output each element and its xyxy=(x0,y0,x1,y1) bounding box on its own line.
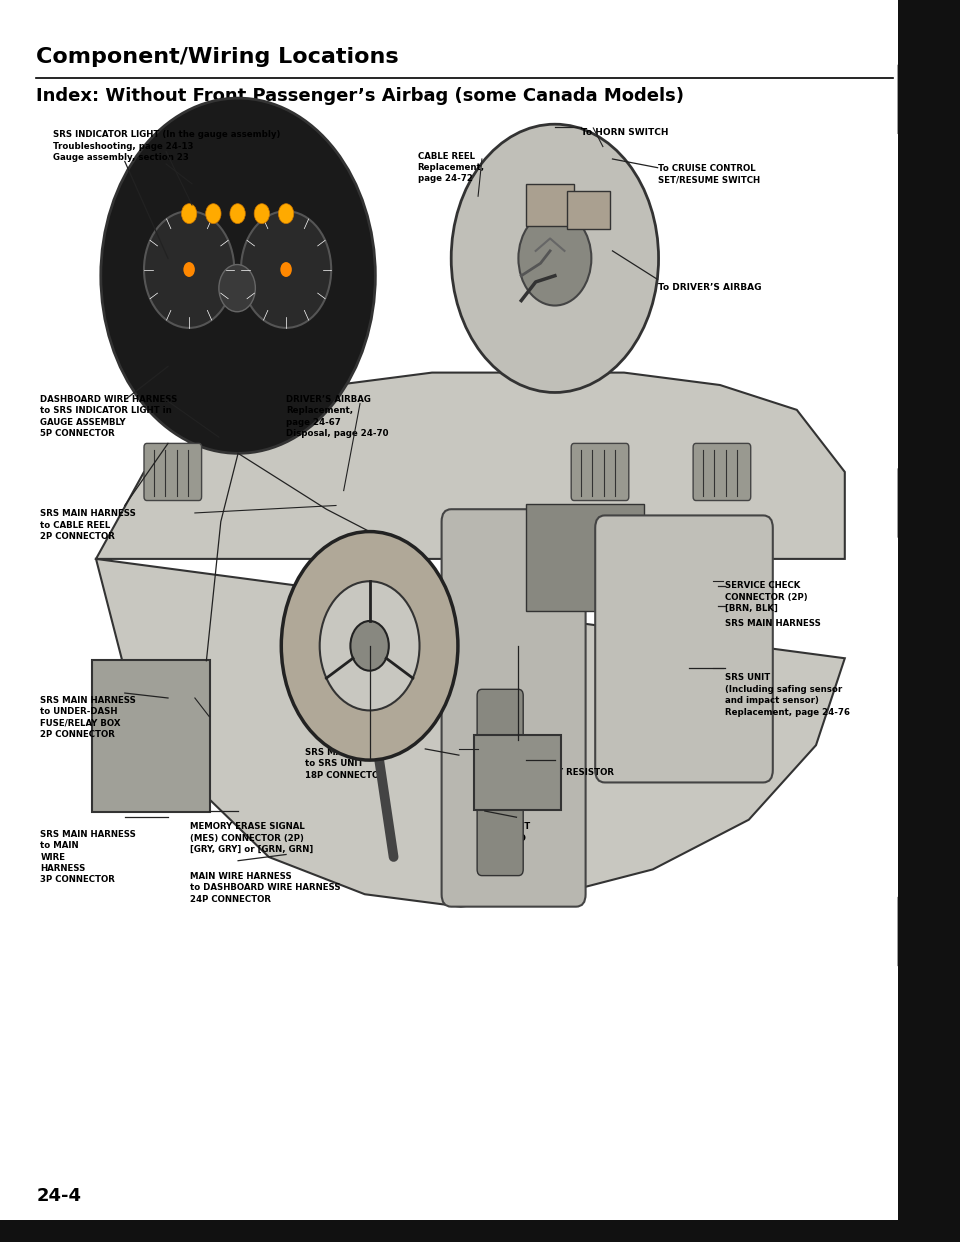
Text: MAIN WIRE HARNESS
to DASHBOARD WIRE HARNESS
24P CONNECTOR: MAIN WIRE HARNESS to DASHBOARD WIRE HARN… xyxy=(190,872,341,904)
Text: DRIVER’S AIRBAG
Replacement,
page 24-67
Disposal, page 24-70: DRIVER’S AIRBAG Replacement, page 24-67 … xyxy=(286,395,389,438)
Text: carmanualsonline.info: carmanualsonline.info xyxy=(672,1223,780,1233)
Circle shape xyxy=(320,581,420,710)
Polygon shape xyxy=(898,897,960,966)
FancyBboxPatch shape xyxy=(92,660,210,812)
Circle shape xyxy=(219,265,255,312)
Text: SRS INDICATOR LIGHT (In the gauge assembly)
Troubleshooting, page 24-13
Gauge as: SRS INDICATOR LIGHT (In the gauge assemb… xyxy=(53,130,280,163)
Text: To CRUISE CONTROL
SET/RESUME SWITCH: To CRUISE CONTROL SET/RESUME SWITCH xyxy=(658,164,759,184)
Circle shape xyxy=(144,211,234,328)
FancyBboxPatch shape xyxy=(526,184,574,226)
Circle shape xyxy=(241,211,331,328)
Text: DASHBOARD WIRE HARNESS
to SRS INDICATOR LIGHT in
GAUGE ASSEMBLY
5P CONNECTOR: DASHBOARD WIRE HARNESS to SRS INDICATOR … xyxy=(40,395,178,438)
Text: To HORN SWITCH: To HORN SWITCH xyxy=(581,128,668,137)
Text: Index: Without Front Passenger’s Airbag (some Canada Models): Index: Without Front Passenger’s Airbag … xyxy=(36,87,684,104)
FancyBboxPatch shape xyxy=(477,689,523,876)
Text: To DRIVER’S AIRBAG: To DRIVER’S AIRBAG xyxy=(658,283,761,292)
Circle shape xyxy=(518,211,591,306)
Text: SRS MAIN HARNESS
to SRS UNIT
18P CONNECTOR: SRS MAIN HARNESS to SRS UNIT 18P CONNECT… xyxy=(305,748,401,780)
Text: CABLE REEL
Replacement,
page 24-72: CABLE REEL Replacement, page 24-72 xyxy=(418,152,485,184)
FancyBboxPatch shape xyxy=(571,443,629,501)
Circle shape xyxy=(205,204,221,224)
Text: SRS MAIN HARNESS
to UNDER-DASH
FUSE/RELAY BOX
2P CONNECTOR: SRS MAIN HARNESS to UNDER-DASH FUSE/RELA… xyxy=(40,696,136,739)
Polygon shape xyxy=(898,65,960,134)
Text: SRS UNIT
(Including safing sensor
and impact sensor)
Replacement, page 24-76: SRS UNIT (Including safing sensor and im… xyxy=(725,673,850,717)
Circle shape xyxy=(350,621,389,671)
Circle shape xyxy=(101,98,375,453)
Text: MEMORY ERASE SIGNAL
(MES) CONNECTOR (2P)
[GRY, GRY] or [GRN, GRN]: MEMORY ERASE SIGNAL (MES) CONNECTOR (2P)… xyxy=(190,822,313,854)
Circle shape xyxy=(281,532,458,760)
Text: SRS MAIN HARNESS
to CABLE REEL
2P CONNECTOR: SRS MAIN HARNESS to CABLE REEL 2P CONNEC… xyxy=(40,509,136,542)
Circle shape xyxy=(280,262,292,277)
Polygon shape xyxy=(898,468,960,538)
FancyBboxPatch shape xyxy=(442,509,586,907)
FancyBboxPatch shape xyxy=(693,443,751,501)
Text: Component/Wiring Locations: Component/Wiring Locations xyxy=(36,47,399,67)
FancyBboxPatch shape xyxy=(0,1220,960,1242)
FancyBboxPatch shape xyxy=(567,191,610,229)
Circle shape xyxy=(183,262,195,277)
FancyBboxPatch shape xyxy=(144,443,202,501)
FancyBboxPatch shape xyxy=(526,504,644,611)
Circle shape xyxy=(181,204,197,224)
Circle shape xyxy=(278,204,294,224)
FancyBboxPatch shape xyxy=(898,0,960,1242)
Text: SRS UNIT
GROUND: SRS UNIT GROUND xyxy=(485,822,530,842)
Text: SRS MAIN HARNESS
to MAIN
WIRE
HARNESS
3P CONNECTOR: SRS MAIN HARNESS to MAIN WIRE HARNESS 3P… xyxy=(40,830,136,884)
Circle shape xyxy=(229,204,246,224)
FancyBboxPatch shape xyxy=(474,735,561,810)
Text: SRS MAIN HARNESS: SRS MAIN HARNESS xyxy=(725,619,821,627)
Circle shape xyxy=(451,124,659,392)
Text: SERVICE CHECK
CONNECTOR (2P)
[BRN, BLK]: SERVICE CHECK CONNECTOR (2P) [BRN, BLK] xyxy=(725,581,807,614)
Text: DUMMY RESISTOR: DUMMY RESISTOR xyxy=(526,768,614,776)
FancyBboxPatch shape xyxy=(595,515,773,782)
Circle shape xyxy=(254,204,270,224)
Text: 24-4: 24-4 xyxy=(36,1187,82,1205)
Polygon shape xyxy=(96,373,845,907)
